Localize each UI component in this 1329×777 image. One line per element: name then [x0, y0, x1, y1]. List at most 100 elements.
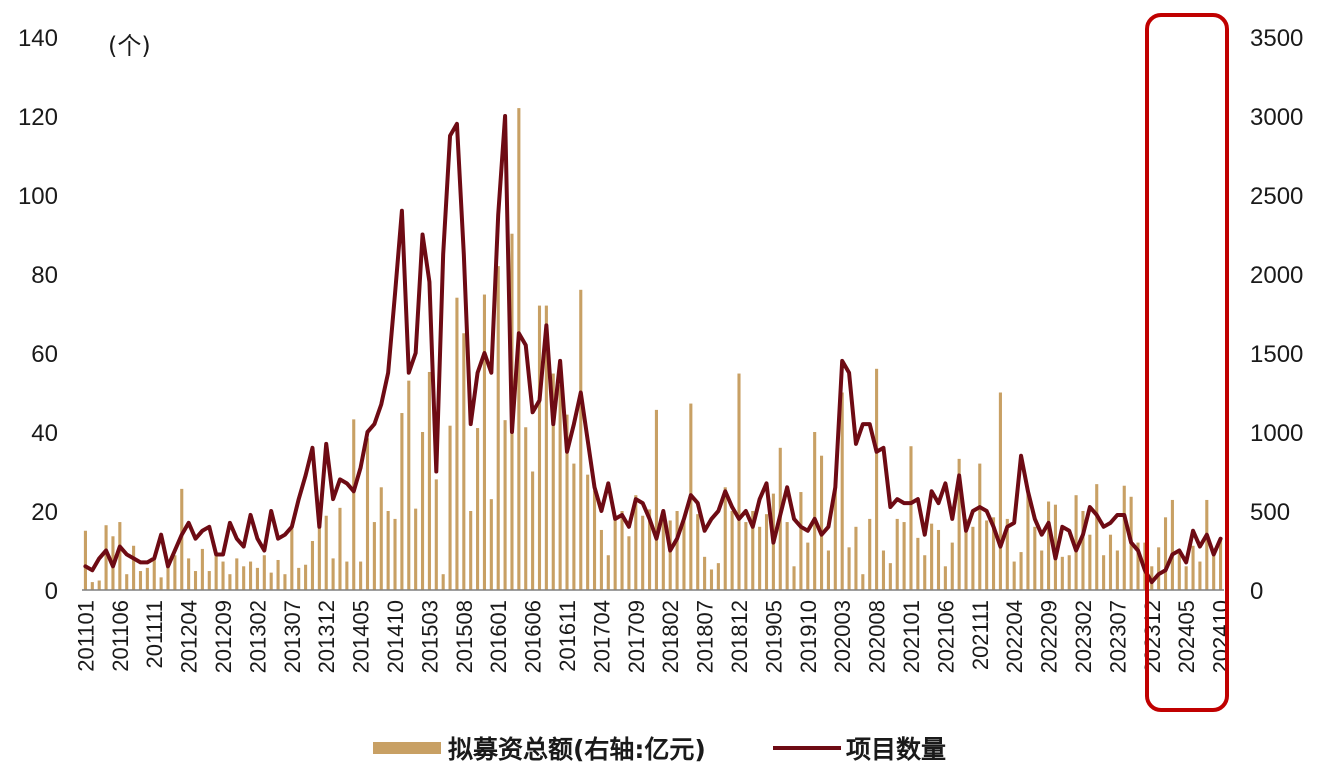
fundraising-bar [620, 511, 624, 590]
fundraising-bar [957, 458, 961, 590]
fundraising-bar [971, 526, 975, 590]
fundraising-bar [696, 514, 700, 590]
fundraising-bar [455, 297, 459, 590]
x-tick-label: 202111 [968, 600, 993, 670]
fundraising-bar [304, 564, 308, 590]
fundraising-bar [276, 559, 280, 590]
fundraising-bar [709, 569, 714, 590]
fundraising-bar [661, 511, 665, 590]
left-tick-label: 80 [31, 262, 58, 289]
x-tick-label: 201209 [211, 600, 236, 673]
project-count-line [83, 114, 1223, 585]
fundraising-bar [840, 392, 844, 590]
fundraising-bar [1047, 501, 1051, 590]
fundraising-bar [400, 413, 404, 590]
fundraising-bars [83, 108, 1223, 590]
left-tick-label: 60 [31, 341, 58, 368]
legend-bar-swatch [373, 742, 441, 754]
fundraising-bar [675, 511, 679, 590]
x-tick-label: 202307 [1105, 600, 1130, 673]
fundraising-bar [916, 537, 920, 590]
fundraising-bar [964, 518, 968, 590]
fundraising-bar [310, 541, 315, 590]
fundraising-bar [345, 561, 349, 590]
fundraising-bar [888, 563, 892, 590]
fundraising-bar [132, 545, 136, 590]
x-tick-label: 201307 [280, 600, 305, 673]
left-axis-ticks: 0 20 40 60 80 100 120 140 [18, 25, 58, 605]
fundraising-bar [531, 471, 535, 590]
x-tick-label: 202106 [933, 600, 958, 673]
x-tick-label: 201611 [555, 600, 580, 672]
fundraising-bar [414, 508, 418, 590]
fundraising-bar [682, 518, 686, 590]
fundraising-bar [799, 492, 803, 590]
fundraising-bar [324, 515, 328, 590]
x-tick-label: 201910 [796, 600, 821, 673]
fundraising-bar [854, 526, 858, 590]
x-tick-label: 201302 [245, 600, 270, 673]
left-tick-label: 0 [45, 578, 58, 605]
fundraising-bar [826, 550, 830, 590]
fundraising-bar [386, 511, 390, 590]
fundraising-bar [317, 517, 321, 590]
fundraising-bar [730, 511, 734, 590]
x-tick-label: 202101 [899, 600, 924, 673]
fundraising-bar [1053, 504, 1057, 590]
fundraising-bar [152, 558, 156, 590]
x-tick-label: 201106 [108, 600, 133, 672]
fundraising-bar [606, 555, 610, 590]
fundraising-bar [420, 432, 425, 590]
fundraising-bar [537, 305, 542, 590]
fundraising-bar [125, 574, 129, 590]
fundraising-bar [1081, 511, 1085, 590]
fundraising-bar [1033, 526, 1037, 590]
fundraising-bar [104, 525, 108, 590]
fundraising-bar [393, 518, 397, 590]
fundraising-bar [758, 526, 762, 590]
fundraising-bar [703, 556, 707, 590]
x-tick-label: 202410 [1209, 600, 1234, 673]
fundraising-bar [434, 479, 438, 590]
fundraising-bar [764, 514, 769, 590]
fundraising-bar [1198, 561, 1202, 590]
fundraising-bar [1163, 517, 1168, 590]
x-tick-label: 202003 [830, 600, 855, 673]
fundraising-bar [895, 518, 899, 590]
fundraising-bar [950, 542, 954, 590]
x-tick-label: 201601 [486, 600, 511, 673]
fundraising-bar [586, 474, 590, 590]
fundraising-bar [613, 515, 617, 590]
fundraising-bar [1115, 550, 1119, 590]
x-tick-label: 202312 [1140, 600, 1165, 673]
x-tick-label: 201905 [761, 600, 786, 673]
x-tick-label: 201405 [349, 600, 374, 673]
legend: 拟募资总额(右轴:亿元) 项目数量 [373, 735, 946, 764]
fundraising-bar [145, 567, 149, 590]
fundraising-bar [255, 567, 259, 590]
fundraising-bar [627, 536, 631, 590]
fundraising-bar [290, 528, 294, 590]
fundraising-bar [991, 517, 996, 590]
right-tick-label: 2000 [1250, 262, 1303, 289]
legend-line-label: 项目数量 [846, 735, 946, 764]
fundraising-bar [379, 487, 383, 590]
fundraising-bar [751, 511, 755, 590]
fundraising-bar [1060, 556, 1064, 590]
left-axis-unit: (个) [108, 32, 151, 60]
fundraising-bar [572, 463, 576, 590]
fundraising-bar [1212, 553, 1216, 590]
fundraising-bar [881, 550, 886, 590]
fundraising-bar [235, 558, 239, 590]
x-tick-label: 202008 [865, 600, 890, 673]
left-tick-label: 100 [18, 183, 58, 210]
fundraising-bar [338, 507, 342, 590]
fundraising-bar [97, 580, 101, 590]
fundraising-bar [221, 561, 225, 590]
fundraising-bar [1102, 555, 1106, 590]
fundraising-bar [83, 530, 87, 590]
x-tick-label: 201704 [589, 600, 614, 673]
fundraising-bar [249, 561, 253, 590]
x-tick-label: 201802 [658, 600, 683, 673]
